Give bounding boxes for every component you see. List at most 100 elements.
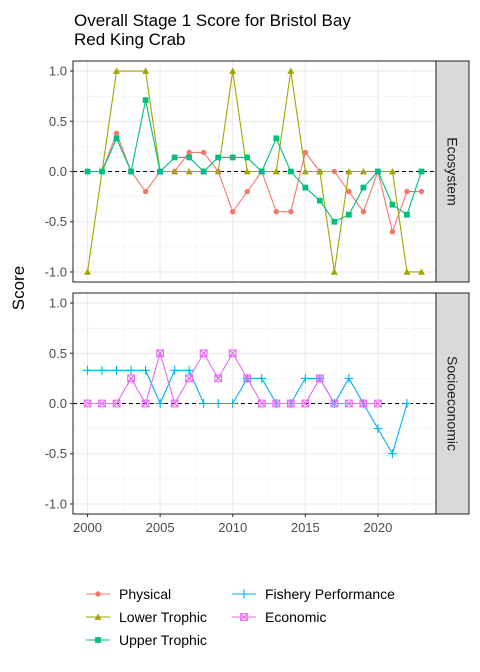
point-triangle	[84, 268, 92, 275]
point-x2	[243, 374, 251, 383]
point-box-x	[199, 349, 208, 358]
x-tick-label: 2010	[218, 520, 247, 535]
point-box	[170, 399, 179, 408]
point-box-x	[240, 613, 248, 621]
point-circle	[142, 188, 149, 195]
point-x2	[214, 374, 222, 383]
point-plus	[199, 399, 209, 408]
point-box	[240, 613, 248, 621]
point-square	[229, 154, 236, 161]
point-triangle	[185, 167, 193, 175]
point-x2	[199, 349, 208, 358]
point-square	[316, 197, 323, 204]
point-x2	[287, 399, 295, 408]
point-box	[228, 349, 237, 358]
point-box-x	[374, 399, 382, 408]
legend-label: Lower Trophic	[119, 609, 207, 625]
point-x2	[359, 399, 368, 408]
point-circle	[288, 208, 294, 215]
legend-item-upper-trophic: Upper Trophic	[86, 632, 207, 648]
point-circle	[200, 149, 207, 156]
point-box	[257, 399, 266, 408]
point-square	[360, 184, 367, 191]
point-triangle	[171, 167, 179, 175]
point-box	[112, 399, 121, 408]
point-box	[141, 399, 150, 408]
point-triangle	[316, 167, 324, 175]
point-plus	[155, 399, 165, 408]
point-triangle	[301, 167, 309, 175]
legend-item-physical: Physical	[86, 586, 171, 602]
facet-strip	[435, 60, 470, 283]
point-box	[156, 349, 165, 358]
point-plus	[239, 589, 249, 599]
point-circle	[404, 188, 410, 195]
y-tick-label: 0.5	[49, 346, 67, 361]
point-square	[186, 154, 193, 161]
x-tick-label: 2005	[146, 520, 175, 535]
point-triangle	[330, 268, 338, 275]
point-box	[359, 399, 368, 408]
point-square	[99, 168, 105, 175]
point-square	[113, 135, 120, 142]
point-circle	[186, 149, 192, 156]
panel-ecosystem: Ecosystem -1.0 -0.5 0.0 0.5 1.0	[45, 60, 470, 283]
point-box-x	[272, 399, 281, 408]
series-economic	[83, 349, 382, 408]
point-square	[157, 168, 163, 175]
point-box-x	[243, 374, 252, 383]
point-x2	[345, 399, 353, 408]
facet-strip-label: Socioeconomic	[445, 356, 461, 451]
facet-panels: Ecosystem -1.0 -0.5 0.0 0.5 1.0 Socioeconomic -…	[45, 60, 470, 515]
point-plus	[83, 365, 92, 375]
point-box	[315, 374, 324, 383]
legend-label: Economic	[265, 609, 326, 625]
y-tick-label: 0.5	[49, 114, 67, 129]
point-square	[389, 201, 396, 208]
point-square	[331, 218, 338, 225]
y-tick-label: 0.0	[49, 396, 67, 411]
y-tick-label: -1.0	[45, 264, 67, 279]
point-triangle	[94, 613, 102, 620]
point-square	[258, 168, 265, 175]
point-x2	[374, 399, 382, 408]
point-triangle	[417, 268, 425, 275]
point-x2	[185, 374, 193, 383]
point-plus	[97, 365, 107, 375]
point-circle	[273, 208, 279, 215]
point-box-x	[257, 399, 266, 408]
point-box-x	[359, 399, 368, 408]
point-box-x	[141, 399, 150, 408]
point-circle	[95, 591, 101, 597]
y-tick-label: -0.5	[45, 446, 67, 461]
point-plus	[402, 399, 412, 408]
point-plus	[387, 449, 397, 459]
point-plus	[184, 365, 194, 375]
y-tick-label: -0.5	[45, 214, 67, 229]
point-box-x	[185, 374, 194, 383]
point-box	[301, 399, 310, 408]
legend-item-fishery-performance: Fishery Performance	[232, 586, 395, 602]
x-axis: 2000 2005 2010 2015 2020	[73, 514, 392, 535]
point-square	[302, 184, 309, 191]
legend-item-lower-trophic: Lower Trophic	[86, 609, 207, 625]
point-plus	[344, 373, 354, 383]
point-box	[286, 399, 295, 408]
y-tick-label: 0.0	[49, 164, 67, 179]
legend-label: Fishery Performance	[265, 586, 395, 602]
legend-label: Upper Trophic	[119, 632, 207, 648]
point-box-x	[301, 399, 310, 408]
point-triangle	[229, 67, 237, 74]
point-box	[330, 399, 339, 408]
series-upper-trophic	[84, 97, 425, 225]
y-axis-title: Score	[9, 266, 28, 310]
series-line	[86, 70, 422, 273]
title-line: Red King Crab	[74, 30, 186, 49]
point-x2	[156, 349, 164, 358]
point-x2	[170, 399, 179, 408]
point-box-x	[286, 399, 295, 408]
point-plus	[300, 373, 310, 383]
point-square	[171, 154, 178, 161]
point-circle	[418, 188, 425, 195]
y-tick-label: 1.0	[49, 64, 67, 79]
